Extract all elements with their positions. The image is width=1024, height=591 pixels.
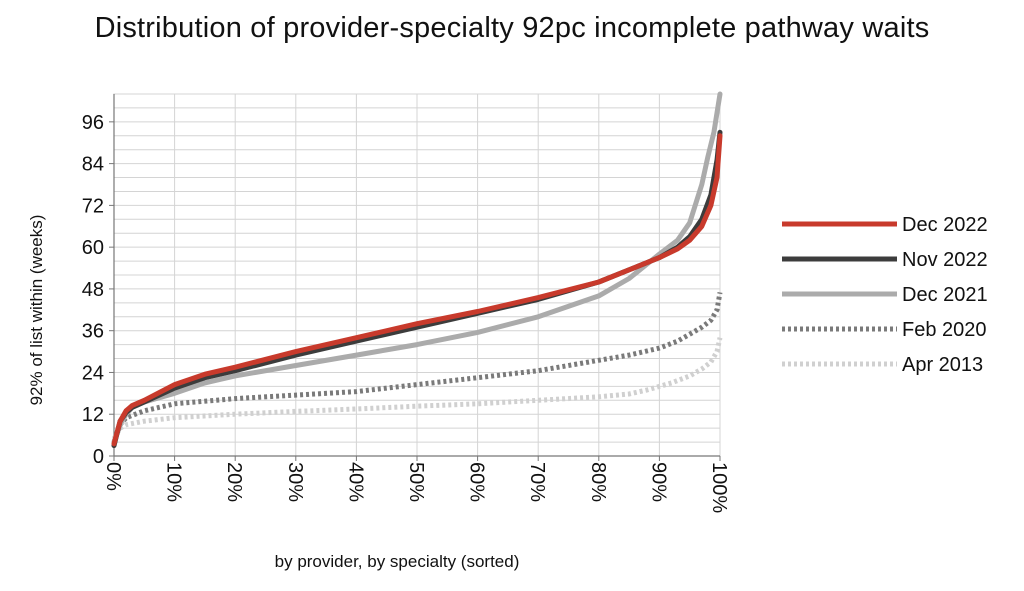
x-tick-label: 80% bbox=[587, 462, 609, 502]
legend: Dec 2022 Nov 2022 Dec 2021 Feb 2020 Apr 2013 bbox=[782, 214, 988, 376]
y-tick-labels: 0 12 24 36 48 60 72 84 96 bbox=[82, 112, 104, 468]
x-tick-label: 20% bbox=[223, 462, 245, 502]
y-tick-label: 36 bbox=[82, 321, 104, 343]
legend-label-dec-2021: Dec 2021 bbox=[902, 284, 988, 306]
y-tick-label: 48 bbox=[82, 279, 104, 301]
x-tick-label: 90% bbox=[647, 462, 669, 502]
y-tick-label: 12 bbox=[82, 404, 104, 426]
legend-label-feb-2020: Feb 2020 bbox=[902, 319, 987, 341]
x-tick-labels: 0% 10% 20% 30% 40% 50% 60% 70% 80% 90% 100% bbox=[102, 462, 730, 513]
x-tick-label: 50% bbox=[405, 462, 427, 502]
y-tick-label: 84 bbox=[82, 154, 104, 176]
legend-label-apr-2013: Apr 2013 bbox=[902, 354, 983, 376]
x-tick-label: 70% bbox=[526, 462, 548, 502]
x-tick-label: 0% bbox=[102, 462, 124, 491]
y-tick-label: 72 bbox=[82, 195, 104, 217]
legend-label-nov-2022: Nov 2022 bbox=[902, 249, 988, 271]
axes bbox=[109, 94, 721, 461]
series-lines bbox=[111, 91, 723, 449]
x-axis-label: by provider, by specialty (sorted) bbox=[275, 552, 520, 571]
series-line-apr-2013 bbox=[111, 337, 723, 440]
x-tick-label: 60% bbox=[466, 462, 488, 502]
series-line-dec-2022 bbox=[111, 133, 723, 447]
y-tick-label: 0 bbox=[93, 446, 104, 468]
x-tick-label: 10% bbox=[163, 462, 185, 502]
x-tick-label: 100% bbox=[708, 462, 730, 513]
y-tick-label: 96 bbox=[82, 112, 104, 134]
chart-title: Distribution of provider-specialty 92pc … bbox=[94, 12, 930, 44]
legend-label-dec-2022: Dec 2022 bbox=[902, 214, 988, 236]
x-tick-label: 30% bbox=[284, 462, 306, 502]
y-tick-label: 24 bbox=[82, 362, 104, 384]
y-tick-label: 60 bbox=[82, 237, 104, 259]
y-axis-label: 92% of list within (weeks) bbox=[27, 215, 46, 406]
x-tick-label: 40% bbox=[344, 462, 366, 502]
